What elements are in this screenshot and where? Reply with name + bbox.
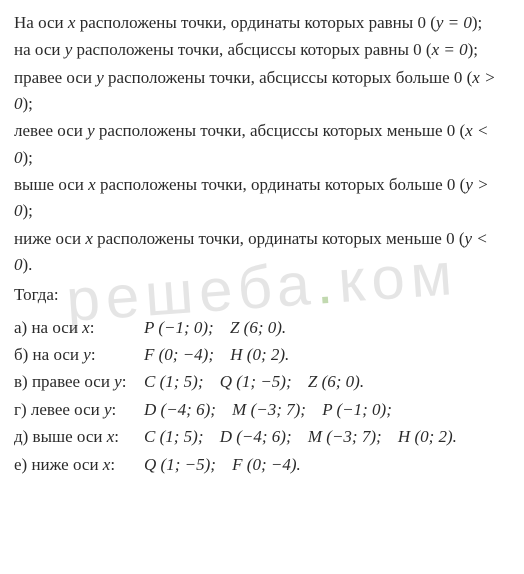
answer-v: в) правее оси y: C (1; 5); Q (1; −5); Z … <box>14 369 510 395</box>
answer-points: F (0; −4); H (0; 2). <box>144 342 510 368</box>
paragraph-2: на оси y расположены точки, абсциссы кот… <box>14 37 510 63</box>
point: H (0; 2). <box>230 345 289 364</box>
answer-d: д) выше оси x: C (1; 5); D (−4; 6); M (−… <box>14 424 510 450</box>
point: D (−4; 6); <box>144 400 216 419</box>
point: P (−1; 0); <box>144 318 214 337</box>
point: C (1; 5); <box>144 427 203 446</box>
answer-points: C (1; 5); D (−4; 6); M (−3; 7); H (0; 2)… <box>144 424 510 450</box>
point: Z (6; 0). <box>230 318 286 337</box>
text: расположены точки, ординаты которых боль… <box>96 175 466 194</box>
answer-label: в) правее оси y: <box>14 369 144 395</box>
text: г) левее оси <box>14 400 104 419</box>
text: д) выше оси <box>14 427 107 446</box>
answer-g: г) левее оси y: D (−4; 6); M (−3; 7); P … <box>14 397 510 423</box>
text: ); <box>468 40 478 59</box>
text: : <box>110 455 115 474</box>
point: Z (6; 0). <box>308 372 364 391</box>
answer-points: Q (1; −5); F (0; −4). <box>144 452 510 478</box>
paragraph-1: На оси x расположены точки, ординаты кот… <box>14 10 510 36</box>
paragraph-3: правее оси y расположены точки, абсциссы… <box>14 65 510 118</box>
answer-points: C (1; 5); Q (1; −5); Z (6; 0). <box>144 369 510 395</box>
var-x: x <box>85 229 93 248</box>
text: правее оси <box>14 68 96 87</box>
text: ); <box>23 94 33 113</box>
text: расположены точки, ординаты которых мень… <box>93 229 465 248</box>
point: P (−1; 0); <box>322 400 392 419</box>
point: M (−3; 7); <box>308 427 382 446</box>
paragraph-4: левее оси y расположены точки, абсциссы … <box>14 118 510 171</box>
var: y <box>104 400 112 419</box>
text: ); <box>23 148 33 167</box>
text: в) правее оси <box>14 372 114 391</box>
text: на оси <box>14 40 65 59</box>
text: ); <box>23 201 33 220</box>
text: расположены точки, абсциссы которых боль… <box>104 68 473 87</box>
var: y <box>114 372 122 391</box>
answer-label: г) левее оси y: <box>14 397 144 423</box>
var: y <box>83 345 91 364</box>
text: расположены точки, абсциссы которых мень… <box>95 121 465 140</box>
text: б) на оси <box>14 345 83 364</box>
equation: y = 0 <box>436 13 472 32</box>
text: левее оси <box>14 121 87 140</box>
point: Q (1; −5); <box>144 455 216 474</box>
text: расположены точки, абсциссы которых равн… <box>72 40 431 59</box>
answer-label: а) на оси x: <box>14 315 144 341</box>
paragraph-6: ниже оси x расположены точки, ординаты к… <box>14 226 510 279</box>
answer-b: б) на оси y: F (0; −4); H (0; 2). <box>14 342 510 368</box>
var-y: y <box>87 121 95 140</box>
point: C (1; 5); <box>144 372 203 391</box>
point: D (−4; 6); <box>220 427 292 446</box>
point: H (0; 2). <box>398 427 457 446</box>
equation: x = 0 <box>432 40 468 59</box>
text: На оси <box>14 13 68 32</box>
answer-e: е) ниже оси x: Q (1; −5); F (0; −4). <box>14 452 510 478</box>
text: : <box>90 318 95 337</box>
answer-label: е) ниже оси x: <box>14 452 144 478</box>
answer-label: б) на оси y: <box>14 342 144 368</box>
point: M (−3; 7); <box>232 400 306 419</box>
point: F (0; −4). <box>232 455 301 474</box>
var: x <box>82 318 90 337</box>
text: : <box>112 400 117 419</box>
text: а) на оси <box>14 318 82 337</box>
text: е) ниже оси <box>14 455 103 474</box>
text: : <box>114 427 119 446</box>
answer-points: P (−1; 0); Z (6; 0). <box>144 315 510 341</box>
text: ниже оси <box>14 229 85 248</box>
answer-label: д) выше оси x: <box>14 424 144 450</box>
answer-points: D (−4; 6); M (−3; 7); P (−1; 0); <box>144 397 510 423</box>
paragraph-5: выше оси x расположены точки, ординаты к… <box>14 172 510 225</box>
text: ); <box>472 13 482 32</box>
then-label: Тогда: <box>14 282 510 308</box>
text: расположены точки, ординаты которых равн… <box>75 13 435 32</box>
text: ). <box>23 255 33 274</box>
document-body: На оси x расположены точки, ординаты кот… <box>14 10 510 478</box>
text: выше оси <box>14 175 88 194</box>
text: : <box>91 345 96 364</box>
var-y: y <box>96 68 104 87</box>
text: : <box>122 372 127 391</box>
point: F (0; −4); <box>144 345 214 364</box>
point: Q (1; −5); <box>220 372 292 391</box>
answers-block: а) на оси x: P (−1; 0); Z (6; 0). б) на … <box>14 315 510 478</box>
answer-a: а) на оси x: P (−1; 0); Z (6; 0). <box>14 315 510 341</box>
var-x: x <box>88 175 96 194</box>
